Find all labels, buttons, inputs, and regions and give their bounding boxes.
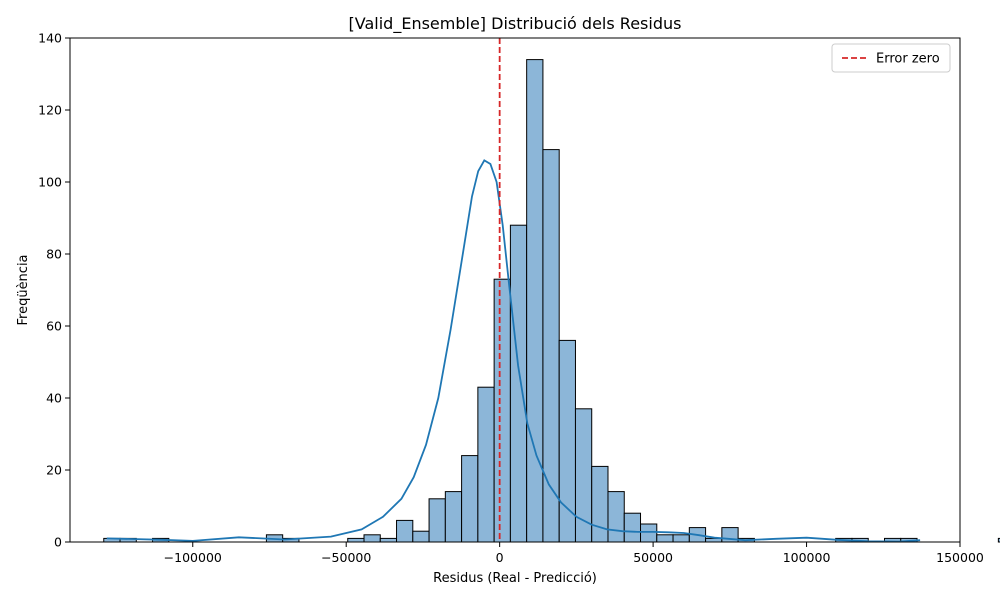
y-tick-label: 0 [54, 535, 62, 550]
histogram-bar [347, 537, 365, 543]
histogram-bar [656, 534, 674, 543]
histogram-bar [997, 537, 1000, 543]
y-tick-label: 80 [46, 247, 62, 262]
x-axis: −100000 −50000 0 50000 100000 150000 [164, 542, 984, 565]
y-tick-label: 140 [38, 31, 62, 46]
y-tick-label: 20 [46, 463, 62, 478]
chart-title: [Valid_Ensemble] Distribució dels Residu… [349, 14, 682, 34]
x-tick-label: 50000 [633, 550, 673, 565]
y-tick-label: 100 [38, 175, 62, 190]
x-tick-label: −50000 [321, 550, 371, 565]
y-axis-title: Freqüència [16, 254, 31, 325]
y-tick-label: 120 [38, 103, 62, 118]
y-tick-label: 60 [46, 319, 62, 334]
histogram-bar [461, 455, 479, 543]
histogram-bar [412, 530, 430, 543]
histogram-bar [363, 534, 381, 543]
histogram-bar [558, 339, 576, 543]
histogram-bar [574, 408, 593, 543]
kde-curve [106, 159, 921, 543]
x-tick-label: 0 [496, 550, 504, 565]
histogram-bar [591, 465, 609, 543]
legend-label-error-zero: Error zero [876, 52, 940, 67]
histogram-bar [526, 59, 544, 543]
histogram-bar [477, 386, 495, 543]
histogram-bar [509, 224, 528, 543]
y-axis: 0 20 40 60 80 100 120 140 [38, 31, 70, 550]
histogram-bars [103, 59, 1000, 543]
plot-area-frame [69, 37, 961, 543]
y-tick-label: 40 [46, 391, 62, 406]
histogram-bar [493, 278, 511, 543]
x-tick-label: 100000 [783, 550, 831, 565]
legend-box [831, 43, 951, 73]
histogram-bar [640, 523, 658, 543]
legend: Error zero [831, 43, 951, 73]
x-tick-label: 150000 [936, 550, 984, 565]
histogram-bar [607, 491, 625, 543]
histogram-bar [623, 512, 642, 543]
histogram-bar [428, 498, 446, 543]
x-axis-title: Residus (Real - Predicció) [433, 571, 597, 586]
x-tick-label: −100000 [164, 550, 222, 565]
histogram-bar [379, 537, 398, 543]
histogram-bar [396, 519, 414, 543]
histogram-bar [542, 149, 560, 543]
histogram-bar [672, 534, 690, 543]
histogram-bar [444, 491, 463, 543]
